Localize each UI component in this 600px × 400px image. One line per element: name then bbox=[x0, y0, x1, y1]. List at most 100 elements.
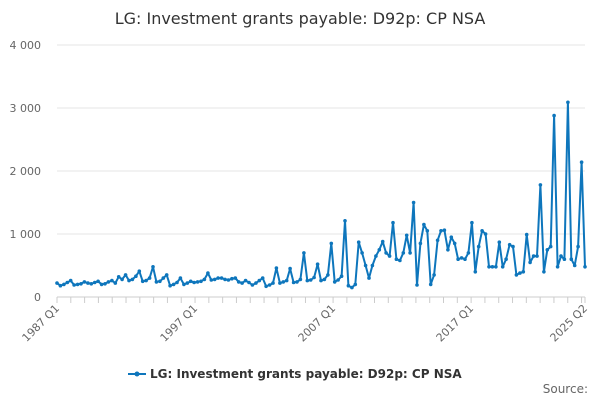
data-point bbox=[202, 277, 207, 282]
data-point bbox=[284, 278, 289, 283]
data-point bbox=[411, 200, 416, 205]
data-point bbox=[353, 282, 358, 287]
data-point bbox=[377, 248, 382, 252]
y-tick-label: 1 000 bbox=[10, 228, 42, 241]
data-point bbox=[127, 278, 131, 283]
data-point bbox=[548, 244, 553, 249]
data-point bbox=[62, 282, 66, 287]
data-point bbox=[274, 266, 279, 270]
data-point bbox=[134, 274, 138, 279]
data-point bbox=[384, 251, 388, 255]
data-point bbox=[199, 279, 203, 284]
chart-title: LG: Investment grants payable: D92p: CP … bbox=[115, 9, 486, 28]
data-point bbox=[96, 279, 100, 284]
data-point bbox=[356, 240, 361, 244]
data-point bbox=[68, 278, 73, 283]
data-point bbox=[243, 278, 248, 283]
x-tick-label: 2025 Q2 bbox=[548, 302, 591, 345]
data-point bbox=[305, 278, 310, 283]
data-point bbox=[154, 280, 159, 284]
data-point bbox=[319, 278, 323, 283]
data-point bbox=[401, 251, 406, 255]
data-point bbox=[168, 283, 172, 288]
data-point bbox=[432, 273, 436, 277]
data-point bbox=[192, 280, 196, 285]
data-point bbox=[267, 283, 272, 287]
data-point bbox=[281, 280, 286, 284]
data-point bbox=[531, 254, 536, 258]
series-group bbox=[55, 100, 587, 290]
data-point bbox=[140, 279, 145, 284]
data-point bbox=[350, 285, 354, 290]
data-point bbox=[559, 254, 563, 258]
legend-label: LG: Investment grants payable: D92p: CP … bbox=[150, 367, 462, 381]
data-point bbox=[230, 276, 234, 281]
data-point bbox=[459, 256, 464, 260]
data-point bbox=[219, 276, 224, 280]
data-point bbox=[226, 278, 231, 282]
data-point bbox=[418, 241, 423, 246]
data-point bbox=[339, 274, 344, 279]
data-point bbox=[151, 265, 155, 269]
data-point bbox=[435, 238, 440, 243]
data-point bbox=[507, 242, 512, 247]
data-point bbox=[182, 282, 186, 287]
data-point bbox=[254, 281, 258, 285]
data-point bbox=[566, 100, 570, 105]
data-point bbox=[247, 280, 251, 285]
data-point bbox=[116, 275, 121, 279]
data-point bbox=[295, 280, 299, 284]
data-point bbox=[452, 241, 457, 246]
data-point bbox=[329, 241, 334, 246]
data-point bbox=[308, 278, 313, 282]
data-point bbox=[583, 265, 587, 269]
data-point bbox=[271, 281, 275, 285]
data-point bbox=[500, 265, 505, 269]
x-tick-label: 2017 Q1 bbox=[434, 302, 477, 345]
data-point bbox=[250, 283, 255, 287]
data-point bbox=[408, 251, 412, 255]
data-point bbox=[404, 233, 409, 238]
data-point bbox=[497, 240, 502, 244]
data-point bbox=[113, 281, 118, 285]
data-point bbox=[322, 277, 327, 282]
data-point bbox=[278, 281, 282, 285]
data-point bbox=[144, 278, 148, 283]
data-point bbox=[103, 282, 107, 286]
data-point bbox=[579, 160, 584, 164]
data-point bbox=[521, 270, 526, 274]
data-point bbox=[206, 271, 210, 275]
data-point bbox=[110, 278, 114, 283]
data-point bbox=[518, 271, 522, 275]
data-point bbox=[374, 254, 378, 258]
x-axis: 1987 Q1 1997 Q1 2007 Q1 2017 Q1 2025 Q2 bbox=[20, 297, 591, 345]
data-point bbox=[380, 239, 385, 244]
data-point bbox=[538, 183, 543, 187]
data-point bbox=[55, 281, 59, 285]
data-point bbox=[58, 283, 63, 288]
data-point bbox=[487, 265, 491, 269]
data-point bbox=[291, 280, 296, 285]
data-point bbox=[264, 284, 268, 289]
data-point bbox=[99, 282, 104, 287]
data-point bbox=[569, 257, 574, 262]
data-point bbox=[120, 277, 124, 282]
data-point bbox=[514, 273, 519, 277]
y-tick-label: 4 000 bbox=[10, 39, 42, 52]
data-point bbox=[92, 280, 97, 285]
data-point bbox=[216, 276, 220, 280]
data-point bbox=[302, 251, 306, 255]
data-point bbox=[236, 280, 241, 284]
data-point bbox=[312, 275, 316, 280]
data-point bbox=[391, 220, 395, 225]
data-point bbox=[535, 254, 539, 258]
data-point bbox=[504, 257, 508, 262]
data-point bbox=[212, 277, 217, 282]
data-point bbox=[185, 281, 190, 285]
x-tick-label: 2007 Q1 bbox=[296, 302, 339, 345]
legend[interactable]: LG: Investment grants payable: D92p: CP … bbox=[128, 367, 462, 381]
data-point bbox=[288, 266, 292, 271]
data-point bbox=[422, 222, 426, 227]
data-point bbox=[360, 251, 364, 255]
